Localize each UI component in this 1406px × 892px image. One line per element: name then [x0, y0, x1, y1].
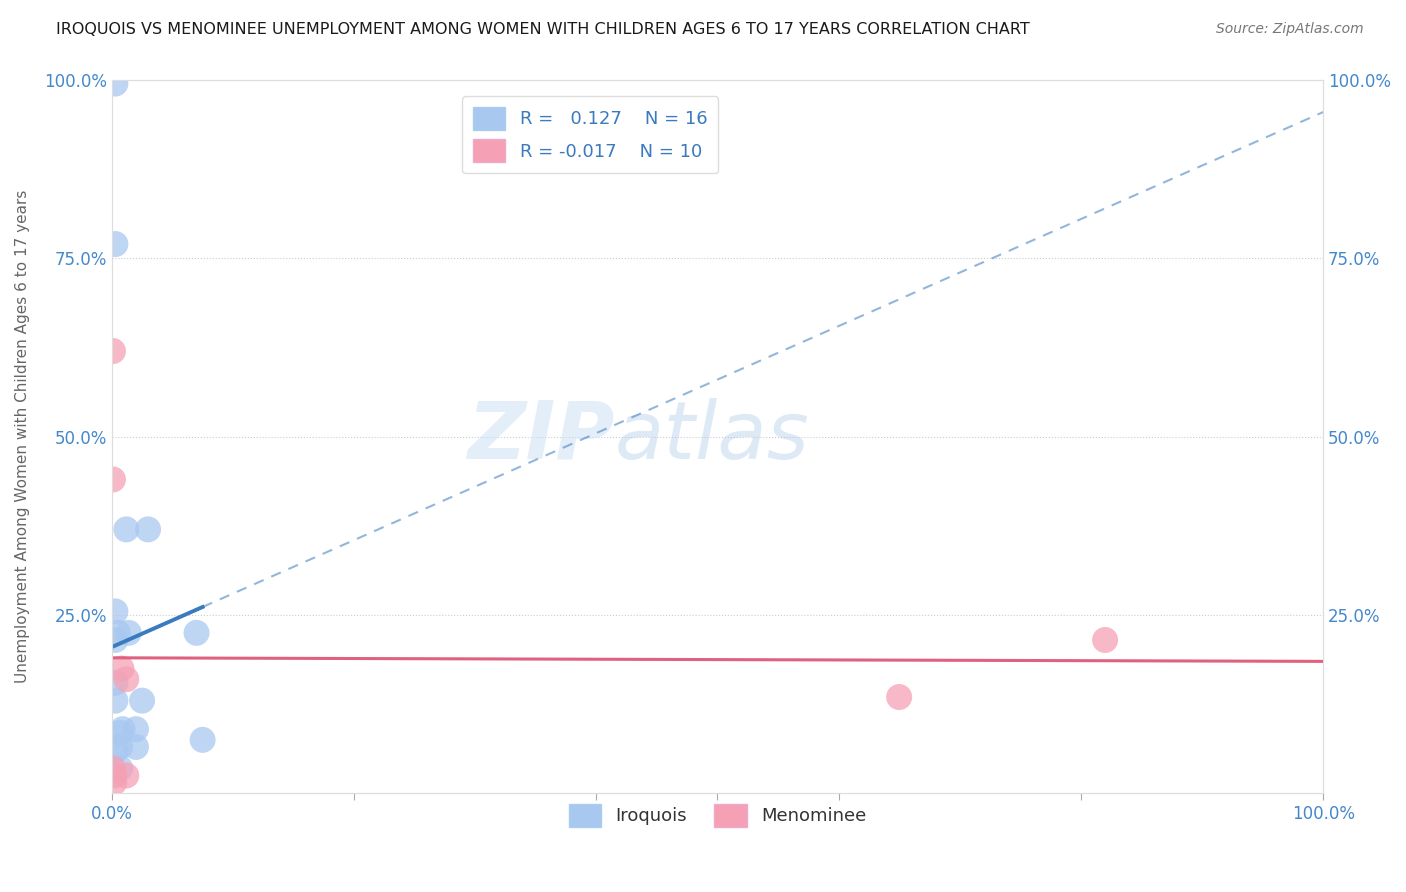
Point: [115, 768, 138, 782]
Point: [101, 344, 124, 359]
Point: [111, 722, 134, 736]
Text: Source: ZipAtlas.com: Source: ZipAtlas.com: [1216, 22, 1364, 37]
Point: [115, 672, 138, 686]
Point: [101, 473, 124, 487]
Point: [131, 693, 153, 707]
Point: [103, 768, 125, 782]
Point: [104, 604, 127, 618]
Point: [191, 732, 214, 747]
Point: [104, 632, 127, 647]
Point: [118, 625, 141, 640]
Point: [104, 237, 127, 252]
Point: [110, 725, 132, 739]
Point: [115, 523, 138, 537]
Point: [186, 625, 208, 640]
Point: [125, 739, 148, 754]
Point: [101, 761, 124, 775]
Point: [136, 523, 159, 537]
Text: ZIP: ZIP: [467, 398, 614, 475]
Point: [110, 761, 132, 775]
Text: atlas: atlas: [614, 398, 810, 475]
Point: [889, 690, 911, 704]
Point: [110, 661, 132, 675]
Point: [103, 775, 125, 789]
Point: [125, 722, 148, 736]
Y-axis label: Unemployment Among Women with Children Ages 6 to 17 years: Unemployment Among Women with Children A…: [15, 190, 30, 683]
Point: [107, 625, 129, 640]
Point: [104, 743, 127, 757]
Point: [104, 693, 127, 707]
Point: [104, 675, 127, 690]
Point: [104, 77, 127, 91]
Legend: Iroquois, Menominee: Iroquois, Menominee: [561, 797, 873, 834]
Point: [1094, 632, 1116, 647]
Point: [110, 739, 132, 754]
Text: IROQUOIS VS MENOMINEE UNEMPLOYMENT AMONG WOMEN WITH CHILDREN AGES 6 TO 17 YEARS : IROQUOIS VS MENOMINEE UNEMPLOYMENT AMONG…: [56, 22, 1031, 37]
